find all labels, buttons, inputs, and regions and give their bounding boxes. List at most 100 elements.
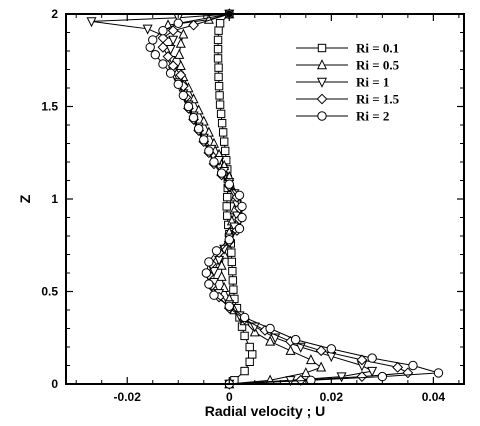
data-point [433, 368, 444, 378]
data-point [285, 344, 296, 355]
x-axis-title: Radial velocity ; U [205, 403, 326, 419]
data-point [216, 109, 226, 119]
data-point [228, 266, 237, 276]
data-point [218, 128, 228, 137]
legend-label: Ri = 0.1 [356, 41, 399, 56]
series-2 [163, 8, 327, 389]
data-point [223, 192, 232, 202]
data-point [175, 59, 186, 70]
y-tick-label: 0.5 [41, 285, 58, 299]
data-point [392, 361, 404, 373]
data-point [142, 24, 153, 35]
data-point [162, 51, 174, 62]
data-point [222, 202, 231, 211]
data-point [173, 18, 183, 28]
data-point [214, 81, 224, 91]
legend-marker [316, 59, 328, 70]
data-point [150, 50, 160, 60]
legend-marker [317, 43, 327, 53]
data-point [367, 366, 378, 377]
legend-label: Ri = 0.5 [356, 58, 400, 73]
data-point [213, 54, 223, 63]
axis-ticks [66, 13, 464, 385]
data-point [168, 35, 179, 46]
data-point [211, 246, 222, 256]
x-tick-label: 0 [226, 390, 233, 404]
axis-tick-labels: -0.02 0 0.02 0.04 0 0.5 1 1.5 2 [41, 7, 445, 404]
data-point [326, 344, 337, 354]
data-point [148, 35, 158, 45]
data-point [356, 371, 368, 383]
data-point [188, 112, 199, 123]
data-point [265, 335, 276, 346]
data-point [234, 190, 245, 201]
data-point [290, 334, 301, 345]
data-point [214, 63, 223, 72]
plot-marks [86, 8, 444, 390]
data-point [158, 59, 168, 69]
y-tick-label: 1 [51, 192, 58, 206]
data-point [217, 118, 227, 128]
data-point [239, 312, 250, 323]
y-tick-label: 0 [51, 377, 58, 391]
data-point [174, 48, 185, 59]
data-point [222, 155, 231, 165]
legend-entry: Ri = 2 [296, 109, 389, 124]
data-point [219, 137, 229, 146]
legend-entry: Ri = 1 [296, 75, 389, 90]
data-point [245, 342, 254, 352]
data-point [157, 32, 169, 44]
data-point [209, 157, 219, 167]
x-tick-label: 0.04 [422, 390, 446, 404]
x-tick-label: -0.02 [114, 390, 142, 404]
data-point [165, 44, 176, 55]
legend-marker [317, 111, 327, 121]
data-point [237, 201, 247, 212]
y-tick-label: 1.5 [41, 100, 58, 114]
data-point [213, 35, 223, 45]
data-point [208, 266, 219, 277]
data-point [193, 124, 204, 134]
data-point [214, 72, 223, 82]
legend-entry: Ri = 1.5 [296, 92, 400, 107]
data-point [216, 259, 227, 270]
data-point [245, 357, 254, 367]
legend-marker [316, 77, 328, 88]
legend-entry: Ri = 0.5 [296, 58, 400, 73]
data-point [209, 290, 219, 300]
data-point [175, 37, 186, 48]
data-point [237, 212, 247, 223]
data-point [316, 361, 327, 372]
data-point [223, 211, 232, 220]
data-point [175, 69, 187, 81]
data-point [173, 79, 183, 90]
data-point [227, 248, 236, 257]
data-point [356, 354, 368, 366]
legend: Ri = 0.1 Ri = 0.5 Ri = 1 Ri = 1.5 Ri = 2 [296, 41, 400, 124]
data-point [227, 257, 237, 267]
data-point [215, 91, 224, 100]
data-point [224, 235, 234, 245]
data-point [234, 223, 245, 234]
data-point [215, 19, 225, 28]
legend-label: Ri = 2 [356, 109, 389, 124]
data-point [229, 285, 238, 294]
data-point [213, 44, 223, 54]
data-point [377, 371, 388, 382]
data-point [178, 90, 189, 101]
data-point [248, 350, 257, 359]
data-point [188, 19, 199, 31]
data-point [204, 257, 214, 267]
data-point [240, 331, 249, 341]
legend-entry: Ri = 0.1 [296, 41, 399, 56]
data-point [183, 101, 194, 112]
data-point [157, 41, 169, 53]
data-point [408, 360, 418, 371]
data-point [204, 279, 214, 289]
data-point [240, 366, 249, 376]
data-point [221, 146, 230, 156]
data-point [367, 353, 377, 363]
legend-label: Ri = 1.5 [356, 92, 400, 107]
data-point [249, 322, 260, 333]
